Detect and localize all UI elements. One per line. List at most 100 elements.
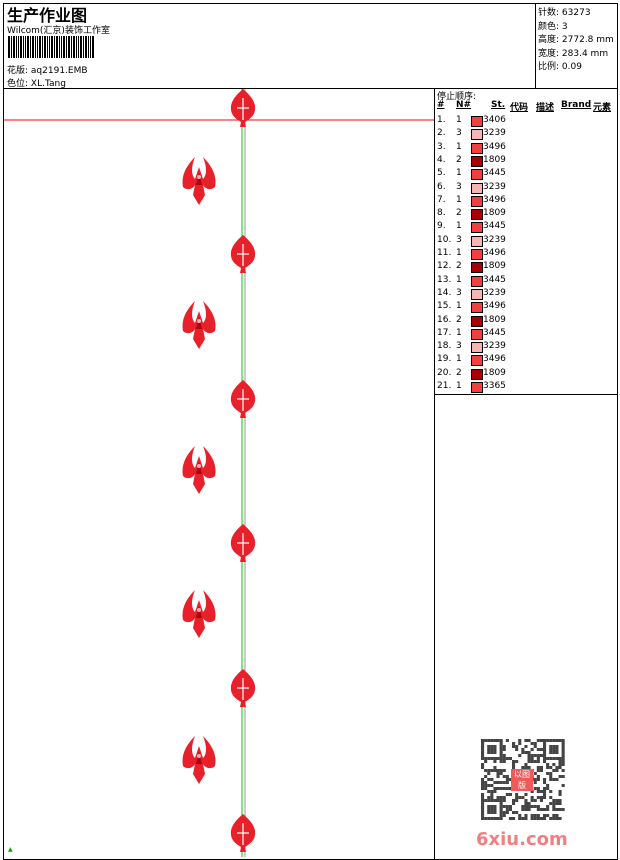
stat-value: 2772.8 mm (561, 35, 614, 45)
qr-module (546, 784, 550, 787)
qr-module (499, 802, 503, 805)
qr-module (490, 748, 494, 751)
row-stitch: 3445 (483, 221, 506, 232)
qr-module (536, 808, 540, 811)
row-needle: 1 (456, 381, 462, 391)
qr-module (493, 760, 497, 763)
barcode-bar (49, 36, 50, 58)
qr-module (481, 751, 485, 754)
qr-module (536, 739, 540, 742)
qr-module (499, 760, 503, 763)
qr-module (555, 817, 559, 820)
qr-module (493, 781, 497, 784)
qr-module (546, 757, 550, 760)
qr-module (499, 745, 503, 748)
qr-module (490, 757, 494, 760)
qr-module (549, 739, 553, 742)
qr-module (549, 772, 553, 775)
barcode-bar (78, 36, 79, 58)
qr-module (524, 799, 528, 802)
qr-module (536, 757, 540, 760)
qr-module (524, 817, 528, 820)
qr-module (527, 805, 531, 808)
row-needle: 1 (456, 221, 462, 232)
qr-module (558, 760, 562, 763)
stat-value: 63273 (561, 8, 591, 18)
qr-module (490, 808, 494, 811)
large-motif (182, 446, 216, 494)
qr-module (533, 814, 537, 817)
qr-module (558, 790, 562, 793)
qr-module (524, 766, 528, 769)
large-motif (182, 157, 216, 205)
qr-module (552, 805, 556, 808)
barcode-bar (90, 36, 91, 58)
qr-module (487, 796, 491, 799)
row-needle: 1 (456, 301, 462, 312)
row-needle: 1 (456, 141, 462, 152)
qr-module (543, 790, 547, 793)
barcode-bar (71, 36, 72, 58)
row-stitch: 1809 (483, 208, 506, 219)
qr-module (549, 778, 553, 781)
qr-module (533, 772, 537, 775)
qr-module (493, 739, 497, 742)
col-stitch: St. (491, 100, 506, 110)
barcode-bar (51, 36, 53, 58)
barcode-bar (68, 36, 70, 58)
qr-module (539, 790, 543, 793)
qr-module (496, 796, 500, 799)
stat-4: 比例: 0.09 (538, 59, 582, 72)
row-index: 18. (437, 341, 452, 352)
qr-module (512, 766, 516, 769)
qr-module (493, 811, 497, 814)
qr-module (536, 805, 540, 808)
qr-module (536, 778, 540, 781)
qr-module (487, 739, 491, 742)
barcode-bar (61, 36, 62, 58)
barcode-bar (42, 36, 43, 58)
qr-module (546, 808, 550, 811)
qr-module (512, 817, 516, 820)
qr-module (543, 748, 547, 751)
row-needle: 1 (456, 274, 462, 285)
qr-module (484, 787, 488, 790)
qr-module (484, 757, 488, 760)
sequence-row: 15. 1 3496 (436, 301, 536, 314)
color-swatch (471, 142, 483, 154)
color-swatch (471, 155, 483, 167)
qr-module (499, 799, 503, 802)
row-index: 12. (437, 261, 452, 272)
row-stitch: 1809 (483, 261, 506, 272)
col-code: 代码 (510, 103, 529, 113)
qr-module (539, 739, 543, 742)
qr-module (536, 748, 540, 751)
qr-module (481, 787, 485, 790)
qr-module (508, 757, 512, 760)
color-swatch (471, 195, 483, 207)
qr-module (499, 769, 503, 772)
qr-module (502, 757, 506, 760)
qr-module (502, 754, 506, 757)
row-needle: 1 (456, 248, 462, 258)
qr-module (536, 796, 540, 799)
qr-module (508, 808, 512, 811)
qr-module (490, 769, 494, 772)
qr-module (527, 751, 531, 754)
qr-module (499, 739, 503, 742)
qr-module (502, 814, 506, 817)
row-index: 2. (437, 128, 446, 139)
barcode-bar (13, 36, 15, 58)
qr-module (518, 814, 522, 817)
qr-module (490, 805, 494, 808)
row-stitch: 1809 (483, 367, 506, 378)
qr-module (546, 814, 550, 817)
color-swatch (471, 342, 483, 354)
qr-module (555, 802, 559, 805)
qr-module (536, 754, 540, 757)
qr-module (552, 769, 556, 772)
qr-module (487, 751, 491, 754)
qr-module (493, 790, 497, 793)
qr-module (539, 766, 543, 769)
qr-module (493, 817, 497, 820)
